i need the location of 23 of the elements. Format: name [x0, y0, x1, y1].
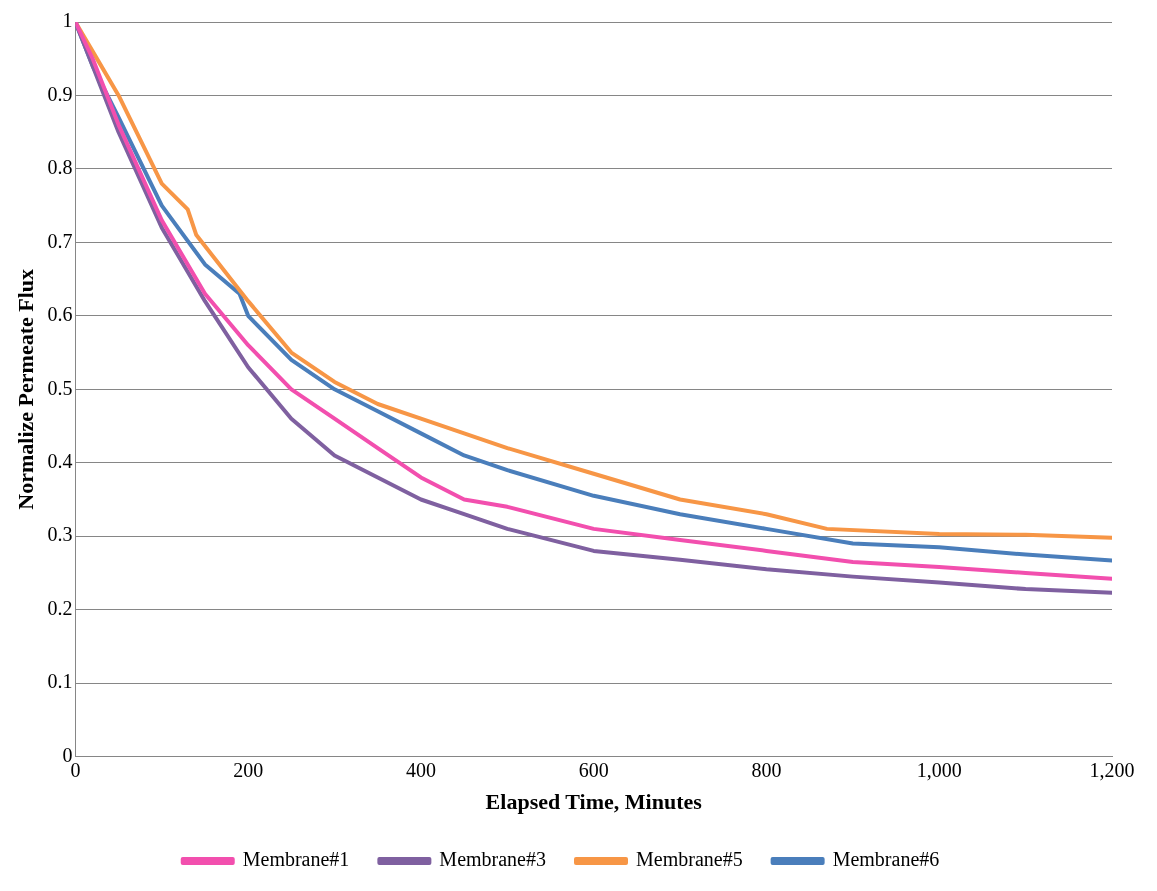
y-tick-label: 1 [62, 9, 73, 32]
legend-label: Membrane#1 [242, 848, 350, 871]
legend-label: Membrane#6 [832, 848, 940, 871]
y-tick-label: 0.6 [47, 303, 73, 326]
x-tick-label: 1,000 [916, 758, 962, 781]
x-tick-label: 1,200 [1089, 758, 1135, 781]
y-tick-label: 0.7 [47, 229, 73, 252]
x-tick-label: 400 [405, 758, 436, 781]
legend-label: Membrane#3 [439, 848, 547, 871]
legend-label: Membrane#5 [636, 848, 743, 871]
y-tick-label: 0.3 [47, 523, 73, 546]
x-tick-label: 200 [233, 758, 264, 781]
y-tick-label: 0.8 [47, 156, 73, 179]
x-axis-title: Elapsed Time, Minutes [485, 789, 703, 815]
x-tick-label: 800 [751, 758, 782, 781]
y-tick-label: 0.5 [47, 376, 73, 399]
x-tick-label: 600 [578, 758, 609, 781]
y-axis-title: Normalize Permeate Flux [12, 268, 38, 510]
y-tick-label: 0 [62, 743, 73, 766]
y-tick-label: 0.4 [47, 450, 73, 473]
y-tick-label: 0.2 [47, 596, 73, 619]
y-tick-label: 0.1 [47, 670, 73, 693]
y-tick-label: 0.9 [47, 82, 73, 105]
